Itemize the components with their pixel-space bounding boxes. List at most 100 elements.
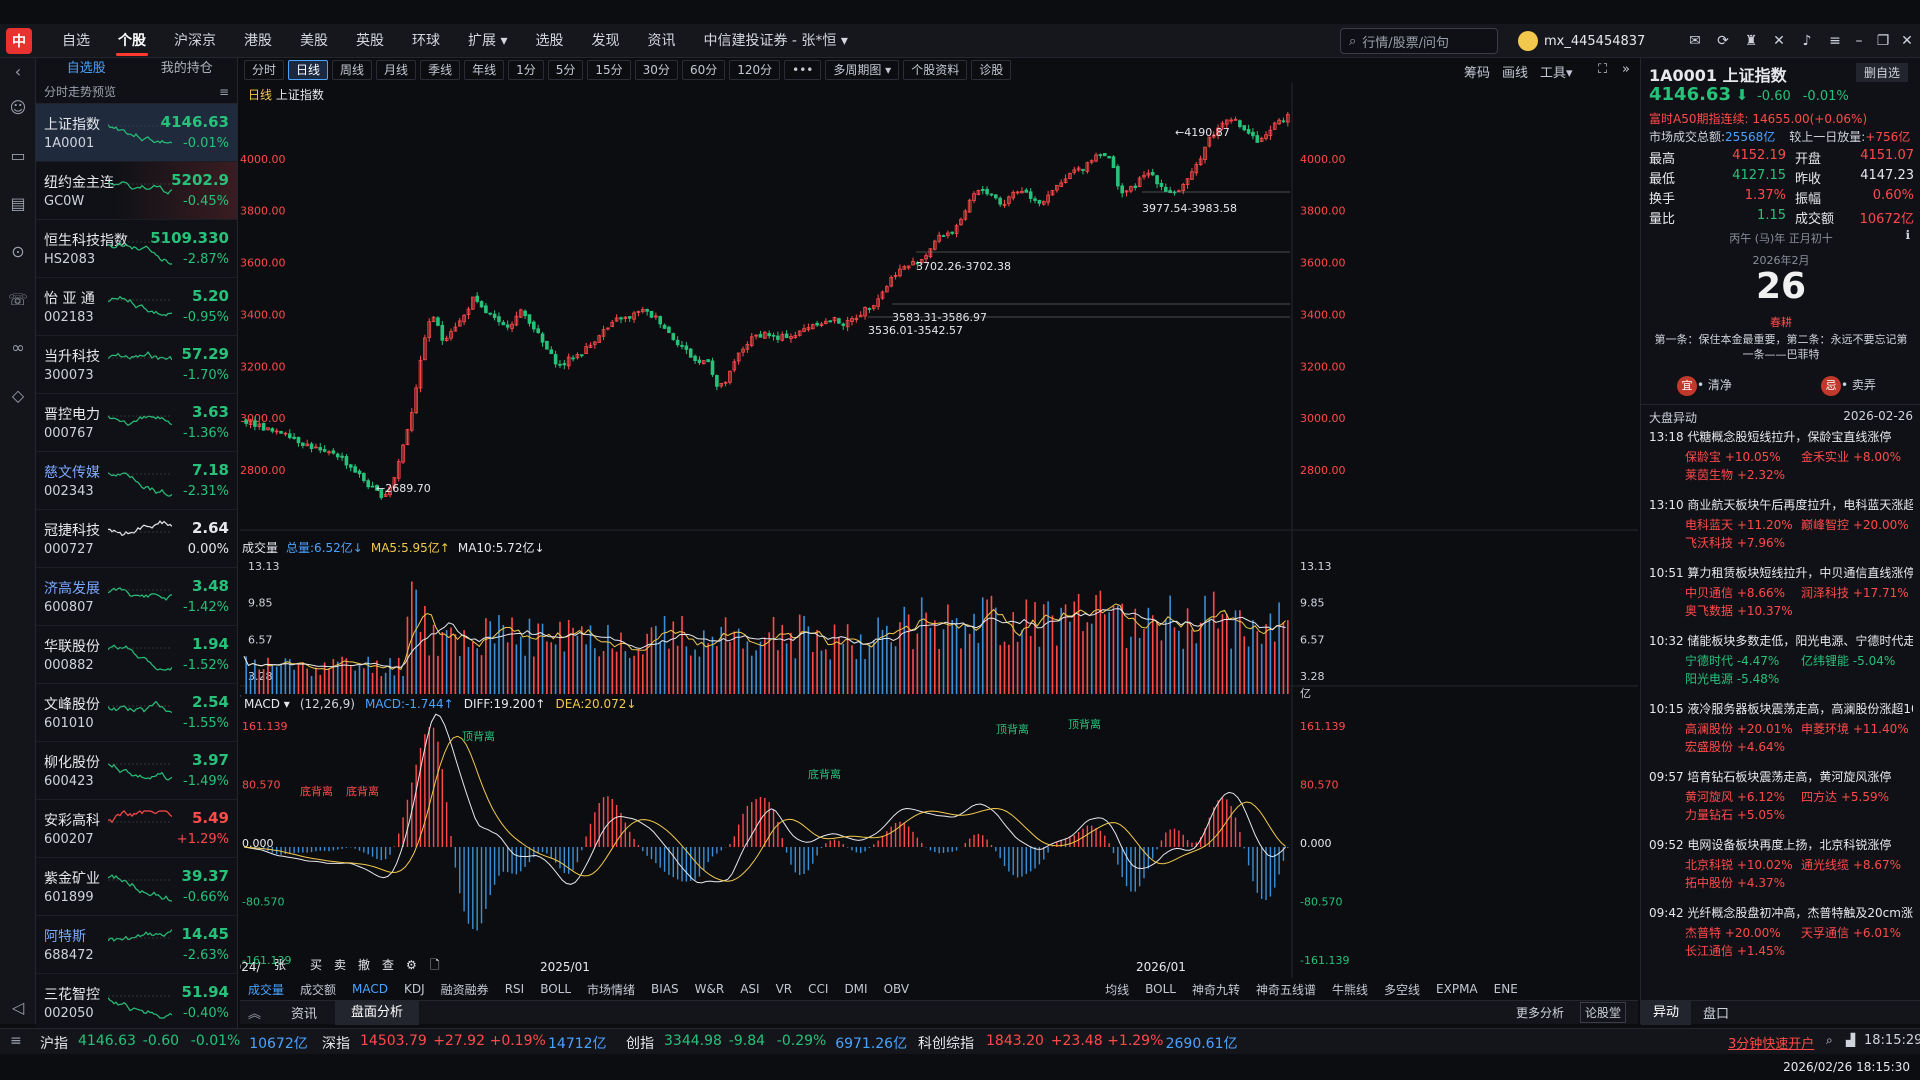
watch-row[interactable]: 恒生科技指数 HS2083 5109.330 -2.87%	[36, 220, 237, 278]
menu-icon[interactable]: ≡	[1829, 33, 1841, 49]
speaker-icon[interactable]: ◁	[11, 998, 25, 1017]
watch-row[interactable]: 紫金矿业 601899 39.37 -0.66%	[36, 858, 237, 916]
forum-button[interactable]: 论股堂	[1580, 1002, 1627, 1023]
alert-stock[interactable]: 润泽科技 +17.71%	[1801, 586, 1909, 600]
list-menu-icon[interactable]: ≡	[218, 85, 229, 99]
search-input[interactable]: ⌕ 行情/股票/问句	[1340, 28, 1498, 54]
indicator-tab-9[interactable]: W&R	[694, 982, 725, 996]
alert-title[interactable]: 13:10 商业航天板块午后再度拉升，电科蓝天涨超10	[1649, 498, 1913, 512]
alert-stock[interactable]: 中贝通信 +8.66%	[1685, 586, 1785, 600]
chart-tool-5[interactable]: ⚙	[406, 958, 417, 972]
indicator-tab-7[interactable]: 市场情绪	[587, 982, 636, 997]
chart-svg[interactable]: 4000.00 4000.00 3800.00 3800.00 3600.00 3600.…	[240, 82, 1638, 978]
alert-stock[interactable]: 宏盛股份 +4.64%	[1685, 740, 1785, 754]
ticker-label[interactable]: 深指	[322, 1036, 350, 1052]
document-icon[interactable]: ▤	[10, 194, 26, 213]
indicator-tab-17[interactable]: 神奇九转	[1191, 982, 1240, 997]
indicator-tab-12[interactable]: CCI	[808, 982, 829, 996]
indicator-tab-4[interactable]: 融资融券	[440, 982, 489, 997]
indicator-tab-22[interactable]: ENE	[1493, 982, 1518, 996]
period-button-13[interactable]: 多周期图 ▾	[825, 60, 900, 80]
indicator-tab-6[interactable]: BOLL	[540, 982, 572, 996]
alert-stock[interactable]: 奥飞数据 +10.37%	[1685, 604, 1793, 618]
alert-stock[interactable]: 巅峰智控 +20.00%	[1801, 518, 1909, 532]
alert-stock[interactable]: 力量钻石 +5.05%	[1685, 808, 1785, 822]
indicator-tab-5[interactable]: RSI	[504, 982, 525, 996]
tab-market-analysis[interactable]: 盘面分析	[335, 1000, 420, 1025]
collapse-up-icon[interactable]: ︽	[248, 1007, 262, 1022]
watch-row[interactable]: 怡 亚 通 002183 5.20 -0.95%	[36, 278, 237, 336]
alert-stock[interactable]: 金禾实业 +8.00%	[1801, 450, 1901, 464]
bell-icon[interactable]: ♪	[1802, 33, 1812, 49]
alert-stock[interactable]: 北京科锐 +10.02%	[1685, 858, 1793, 872]
indicator-tab-8[interactable]: BIAS	[651, 982, 679, 996]
watch-row[interactable]: 纽约金主连 GC0W 5202.9 -0.45%	[36, 162, 237, 220]
nav-item-8[interactable]: 选股	[535, 32, 564, 49]
indicator-tab-14[interactable]: OBV	[883, 982, 910, 996]
alert-title[interactable]: 13:18 代糖概念股短线拉升，保龄宝直线涨停	[1649, 430, 1892, 444]
indicator-tab-16[interactable]: BOLL	[1145, 982, 1176, 996]
period-button-15[interactable]: 诊股	[971, 60, 1012, 80]
alert-stock[interactable]: 四方达 +5.59%	[1801, 790, 1889, 804]
period-button-10[interactable]: 60分	[681, 60, 726, 80]
period-button-12[interactable]: •••	[784, 60, 822, 80]
nav-item-9[interactable]: 发现	[591, 32, 620, 49]
indicator-tab-10[interactable]: ASI	[740, 982, 760, 996]
search-small-icon[interactable]: ⌕	[1826, 1033, 1833, 1047]
alert-stock[interactable]: 亿纬锂能 -5.04%	[1801, 654, 1896, 668]
watch-row[interactable]: 济高发展 600807 3.48 -1.42%	[36, 568, 237, 626]
nav-item-0[interactable]: 自选	[62, 32, 90, 49]
chart-tool-1[interactable]: 买	[310, 958, 322, 972]
alert-stock[interactable]: 杰普特 +20.00%	[1685, 926, 1781, 940]
delete-watch-button[interactable]: 删自选	[1855, 63, 1908, 82]
user-menu[interactable]: mx_445454837	[1518, 24, 1645, 58]
alert-title[interactable]: 09:42 光纤概念股盘初冲高，杰普特触及20cm涨停	[1649, 906, 1913, 920]
ticker-label[interactable]: 创指	[626, 1036, 654, 1052]
alert-stock[interactable]: 申菱环境 +11.40%	[1801, 722, 1909, 736]
minimize-icon[interactable]: –	[1855, 33, 1863, 49]
link-icon[interactable]: ∞	[11, 338, 25, 357]
period-button-11[interactable]: 120分	[729, 60, 781, 80]
info-icon[interactable]: ℹ	[1905, 228, 1910, 242]
chart-tool-2[interactable]: 卖	[334, 958, 346, 972]
chat-icon[interactable]: ☏	[8, 290, 29, 309]
nav-item-5[interactable]: 英股	[356, 32, 384, 49]
robot-icon[interactable]: ☺	[9, 98, 27, 117]
nav-item-4[interactable]: 美股	[300, 32, 328, 49]
alert-stock[interactable]: 保龄宝 +10.05%	[1685, 450, 1781, 464]
tab-holdings[interactable]: 我的持仓	[160, 61, 213, 76]
alert-title[interactable]: 10:51 算力租赁板块短线拉升，中贝通信直线涨停	[1649, 566, 1913, 580]
period-button-7[interactable]: 5分	[547, 60, 584, 80]
indicator-tab-11[interactable]: VR	[775, 982, 793, 996]
watch-row[interactable]: 晋控电力 000767 3.63 -1.36%	[36, 394, 237, 452]
compass-icon[interactable]: ⊙	[11, 242, 25, 261]
alert-stock[interactable]: 长江通信 +1.45%	[1685, 944, 1785, 958]
nav-item-7[interactable]: 扩展 ▾	[468, 32, 508, 49]
alert-stock[interactable]: 宁德时代 -4.47%	[1685, 654, 1780, 668]
monitor-icon[interactable]: ▭	[10, 146, 26, 165]
watch-row[interactable]: 冠捷科技 000727 2.64 0.00%	[36, 510, 237, 568]
chips-button[interactable]: 筹码	[1464, 66, 1491, 81]
ticker-label[interactable]: 科创综指	[918, 1036, 974, 1052]
tools-button[interactable]: 工具▾	[1540, 66, 1573, 81]
message-icon[interactable]: ✉	[1689, 33, 1701, 49]
indicator-tab-21[interactable]: EXPMA	[1436, 982, 1478, 996]
status-menu-icon[interactable]: ≡	[10, 1033, 22, 1049]
tab-alerts[interactable]: 异动	[1641, 1000, 1692, 1025]
chart-tool-6[interactable]: 🗋	[430, 958, 440, 972]
open-account-link[interactable]: 3分钟快速开户	[1728, 1037, 1815, 1052]
more-analysis-button[interactable]: 更多分析	[1516, 1006, 1565, 1020]
chart-tool-4[interactable]: 查	[382, 958, 394, 972]
watch-row[interactable]: 慈文传媒 002343 7.18 -2.31%	[36, 452, 237, 510]
watch-row[interactable]: 柳化股份 600423 3.97 -1.49%	[36, 742, 237, 800]
close-icon[interactable]: ✕	[1901, 33, 1913, 49]
watch-row[interactable]: 华联股份 000882 1.94 -1.52%	[36, 626, 237, 684]
period-button-14[interactable]: 个股资料	[903, 60, 968, 80]
alert-stock[interactable]: 电科蓝天 +11.20%	[1685, 518, 1793, 532]
diamond-icon[interactable]: ◇	[11, 386, 25, 405]
expand-icon[interactable]: »	[1622, 62, 1630, 77]
alert-title[interactable]: 09:52 电网设备板块再度上扬，北京科锐涨停	[1649, 838, 1892, 852]
period-button-2[interactable]: 周线	[332, 60, 373, 80]
alert-stock[interactable]: 天孚通信 +6.01%	[1801, 926, 1901, 940]
nav-item-1[interactable]: 个股	[104, 24, 160, 58]
